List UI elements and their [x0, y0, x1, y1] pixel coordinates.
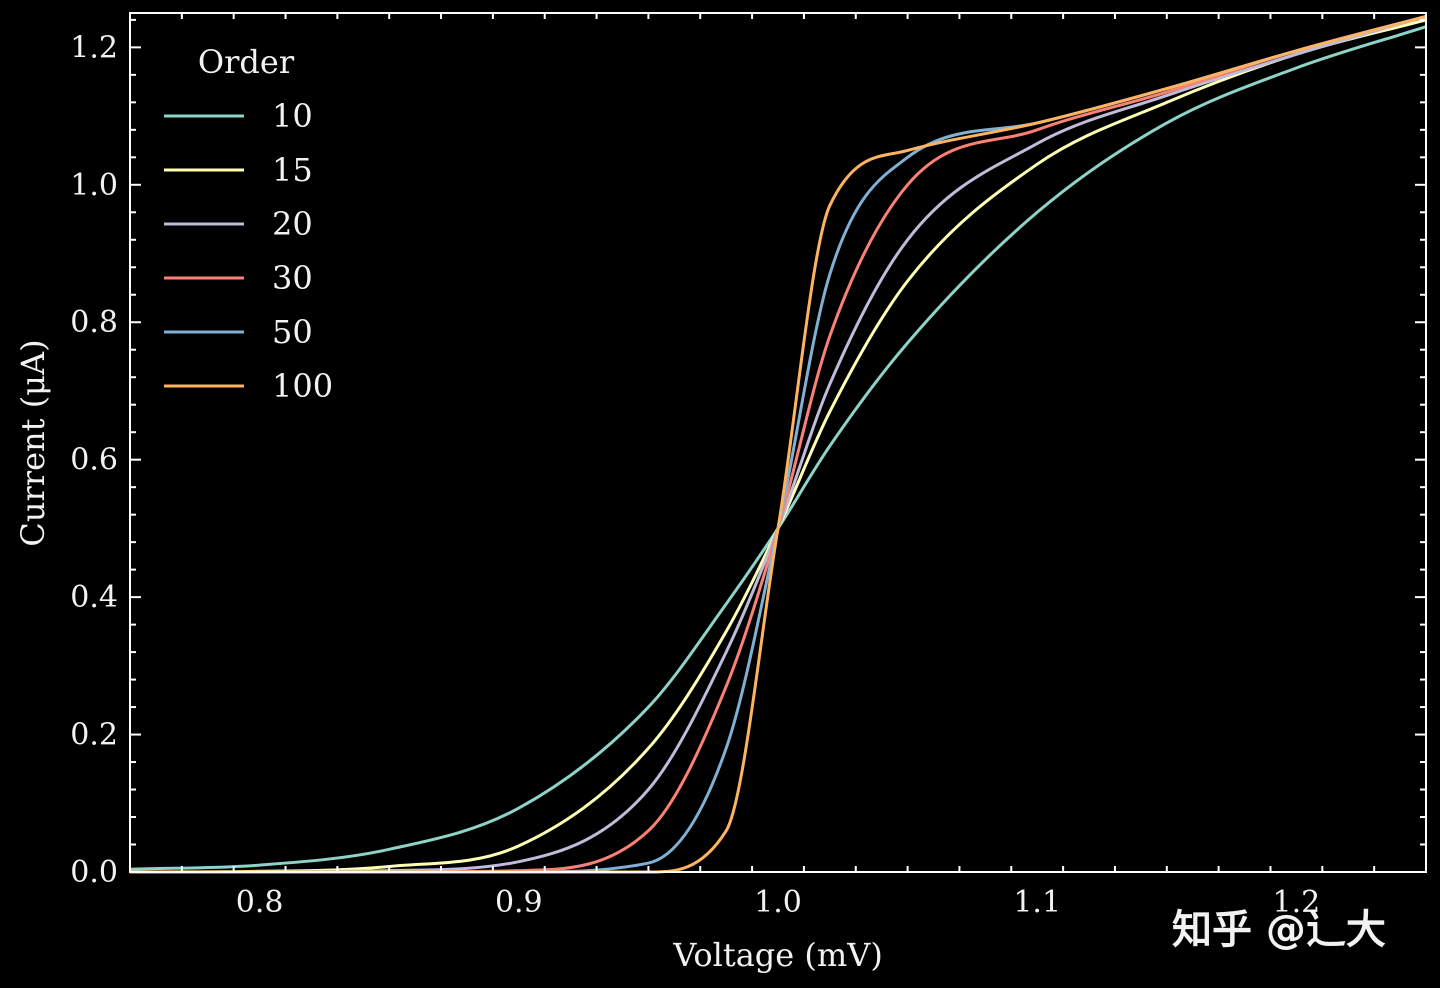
x-tick-label: 0.8 [236, 885, 284, 920]
legend: Order 10 15 20 30 50 100 [164, 43, 333, 405]
x-tick-label: 1.1 [1013, 885, 1061, 920]
x-axis-title: Voltage (mV) [672, 936, 883, 974]
y-tick-label: 0.4 [70, 580, 118, 615]
legend-label-50: 50 [272, 313, 313, 351]
y-tick-labels: 0.0 0.2 0.4 0.6 0.8 1.0 1.2 [70, 30, 118, 890]
legend-label-100: 100 [272, 367, 333, 405]
legend-label-10: 10 [272, 97, 313, 135]
y-tick-label: 0.2 [70, 718, 118, 753]
legend-label-20: 20 [272, 205, 313, 243]
x-tick-label: 1.0 [754, 885, 802, 920]
plot-frame [129, 12, 1427, 873]
y-axis-title: Current (μA) [14, 339, 52, 546]
x-tick-label: 1.2 [1273, 885, 1321, 920]
legend-label-15: 15 [272, 151, 313, 189]
y-tick-label: 1.2 [70, 30, 118, 65]
x-tick-labels: 0.8 0.9 1.0 1.1 1.2 [236, 885, 1321, 920]
x-tick-label: 0.9 [495, 885, 543, 920]
legend-title: Order [198, 43, 295, 81]
watermark: 知乎 @辶大 [1172, 907, 1386, 953]
legend-label-30: 30 [272, 259, 313, 297]
y-tick-label: 1.0 [70, 168, 118, 203]
y-tick-label: 0.8 [70, 305, 118, 340]
y-tick-label: 0.6 [70, 443, 118, 478]
y-tick-label: 0.0 [70, 855, 118, 890]
